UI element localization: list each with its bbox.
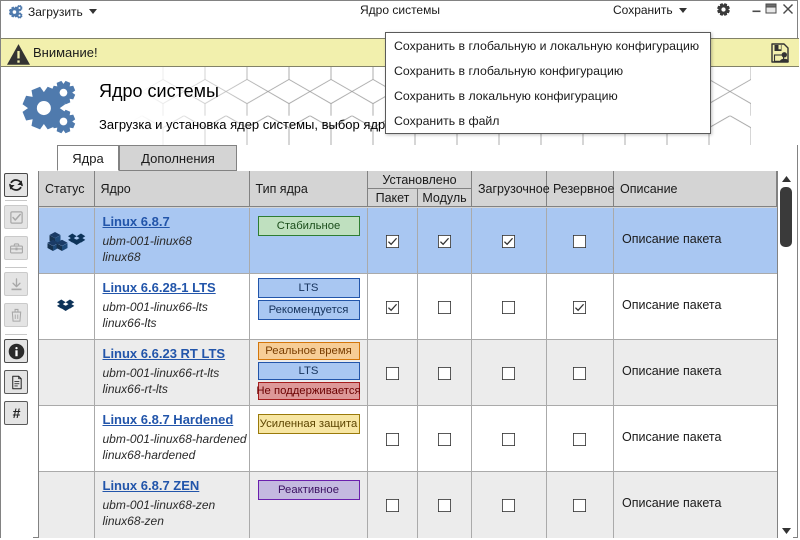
svg-text:#: # <box>12 405 20 421</box>
